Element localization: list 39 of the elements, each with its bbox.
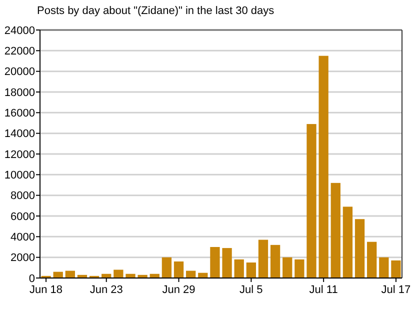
bar [234, 259, 244, 278]
bar [367, 242, 377, 278]
y-tick-label: 24000 [4, 24, 35, 37]
x-tick-label: Jun 29 [162, 284, 196, 296]
bar [294, 259, 304, 278]
y-tick-label: 10000 [4, 170, 35, 182]
bar [210, 247, 220, 278]
y-tick-label: 12000 [4, 148, 35, 161]
bar [379, 257, 389, 278]
y-tick-label: 18000 [4, 86, 35, 99]
y-tick-label: 2000 [10, 252, 35, 264]
y-tick-label: 14000 [4, 128, 35, 140]
x-tick-label: Jun 18 [30, 284, 63, 296]
bar [318, 56, 328, 278]
y-tick-label: 8000 [10, 190, 35, 202]
bar [282, 257, 292, 278]
bar [330, 182, 340, 278]
x-tick-label: Jul 5 [240, 284, 263, 296]
y-tick-label: 6000 [10, 210, 35, 223]
bar [114, 270, 124, 278]
y-tick-label: 4000 [10, 232, 35, 244]
bar [270, 244, 280, 278]
chart-title: Posts by day about "(Zidane)" in the last 30 days [37, 5, 275, 17]
bar [258, 240, 268, 278]
bar [306, 124, 316, 278]
x-tick-label: Jun 23 [90, 284, 123, 296]
bar [246, 262, 256, 278]
y-tick-label: 20000 [4, 66, 35, 78]
bar [162, 257, 172, 278]
bar [222, 248, 232, 278]
bar [342, 206, 353, 278]
x-tick-label: Jul 11 [309, 284, 338, 296]
bar [174, 261, 184, 278]
bar [354, 219, 365, 278]
y-tick-label: 0 [28, 272, 35, 285]
bar [391, 260, 401, 278]
y-tick-label: 16000 [4, 108, 35, 120]
x-tick-label: Jul 17 [381, 284, 411, 296]
y-tick-label: 22000 [4, 46, 35, 58]
